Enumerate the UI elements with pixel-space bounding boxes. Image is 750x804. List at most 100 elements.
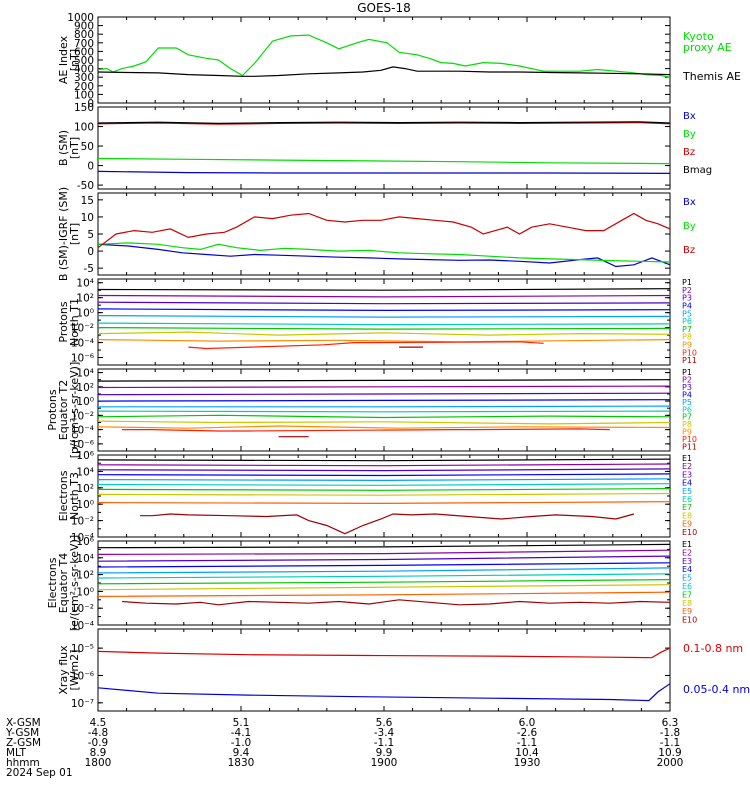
y-axis-label-line: Electrons (57, 470, 70, 521)
y-axis-label: B (SM)[nT] (57, 130, 81, 166)
legend-label: E9 (682, 607, 692, 616)
legend-label: P10 (682, 435, 697, 444)
y-axis-label: Xray flux[W/m2] (57, 645, 81, 695)
legend-label: Bx (683, 111, 696, 122)
series-line-e2 (98, 549, 670, 556)
series-line-p2 (98, 385, 670, 389)
series-line-e6 (98, 573, 670, 579)
legend-label: E7 (682, 503, 692, 512)
legend-label: P10 (682, 348, 697, 357)
legend-label: P8 (682, 333, 692, 342)
series-line-e9 (98, 501, 670, 504)
legend-label: E3 (682, 557, 692, 566)
y-tick-label: 10⁴ (76, 553, 94, 565)
y-tick-label: 50 (81, 141, 94, 153)
footer-value: 6.0 (519, 717, 536, 729)
series-group (98, 288, 670, 350)
series-line-e4 (98, 562, 670, 568)
series-group (98, 379, 670, 438)
footer-value: -1.1 (517, 737, 538, 749)
series-line-p9 (98, 339, 670, 343)
legend-label: P3 (682, 383, 692, 392)
y-tick-label: 200 (74, 81, 94, 93)
panel-4: 10⁻⁶ 10⁻⁴ 10⁻² 10⁰ 10² 10⁴ ProtonsNorth T1 P1P2… (57, 278, 697, 366)
series-line-p5 (98, 315, 670, 318)
series-line-bmag (98, 121, 670, 125)
legend-label: P11 (682, 356, 697, 365)
legend-label: 0.1-0.8 nm (683, 642, 743, 655)
y-axis-label: ElectronsEquator T4[e/(cm²-s-sr-keV)] (46, 535, 81, 631)
series-line-p8 (98, 420, 670, 425)
series-line-by (98, 157, 670, 165)
y-tick-label: 10⁻⁴ (71, 532, 94, 544)
y-axis-label: ElectronsNorth T3 (57, 470, 81, 521)
legend-label: Bx (683, 197, 696, 208)
series-line-0-05-0-4-nm (98, 683, 670, 702)
legend-label: By (683, 221, 696, 232)
y-axis-label: AE Index[nT] (57, 35, 81, 84)
series-group (98, 212, 670, 268)
footer-value: -0.9 (88, 737, 109, 749)
legend-label: P2 (682, 286, 692, 295)
legend-label: 0.05-0.4 nm (683, 683, 750, 696)
series-line-p10 (188, 341, 544, 350)
series-line-p1 (98, 379, 670, 382)
y-tick-label: 10⁴ (76, 368, 94, 380)
footer-value: 9.4 (233, 747, 250, 759)
y-tick-label: 5 (87, 229, 94, 241)
y-axis-label: B (SM)-IGRF (SM)[nT] (57, 187, 81, 281)
footer-value: 6.3 (662, 717, 679, 729)
legend-label: E10 (682, 528, 697, 537)
y-axis-label-line: [W/m2] (68, 650, 81, 691)
y-tick-label: 10² (76, 293, 94, 305)
legend-label: By (683, 129, 696, 140)
legend-label: proxy AE (683, 41, 732, 54)
series-group (98, 458, 670, 535)
series-line-p6 (98, 410, 670, 413)
legend-label: E2 (682, 548, 692, 557)
series-line-e1 (98, 543, 670, 549)
legend-label: E7 (682, 590, 692, 599)
y-tick-label: 1000 (67, 12, 94, 24)
series-line-p7 (98, 327, 670, 330)
series-line-bz (98, 121, 670, 125)
footer-value: -4.1 (231, 727, 252, 739)
legend-label: E4 (682, 479, 692, 488)
footer-row-label: Z-GSM (6, 737, 41, 749)
series-line-p6 (98, 322, 670, 326)
y-axis-label-line: AE Index (57, 35, 70, 84)
footer-value: 9.9 (376, 747, 393, 759)
legend-label: P5 (682, 398, 692, 407)
legend-label: E8 (682, 511, 692, 520)
y-tick-label: 150 (74, 102, 94, 114)
legend-label: E6 (682, 495, 692, 504)
series-line-e7 (98, 488, 670, 491)
series-line-bx (98, 170, 670, 174)
y-axis-label: ProtonsNorth T1 (57, 298, 81, 346)
legend-label: P6 (682, 405, 692, 414)
legend-label: E2 (682, 462, 692, 471)
legend-label: P4 (682, 301, 692, 310)
legend-label: E5 (682, 574, 692, 583)
y-tick-label: 10² (76, 483, 94, 495)
y-tick-label: 10² (76, 382, 94, 394)
y-tick-label: 100 (74, 122, 94, 134)
y-tick-label: 0 (87, 161, 94, 173)
y-tick-label: 10⁰ (76, 586, 94, 598)
footer-value: 2000 (657, 757, 684, 769)
series-line-e7 (98, 579, 670, 585)
y-tick-label: 10⁻⁵ (71, 643, 94, 655)
series-line-e10 (122, 599, 670, 606)
y-axis-label-line: North T3 (68, 472, 81, 520)
legend-label: E10 (682, 616, 697, 625)
footer-value: -2.6 (517, 727, 538, 739)
y-axis-label-line: Equator T4 (57, 553, 70, 613)
y-tick-label: 10⁻⁴ (71, 620, 94, 632)
series-line-e6 (98, 483, 670, 486)
series-line-e8 (98, 584, 670, 591)
series-line-kyoto-proxy-ae (98, 34, 670, 78)
y-tick-label: 500 (74, 55, 94, 67)
